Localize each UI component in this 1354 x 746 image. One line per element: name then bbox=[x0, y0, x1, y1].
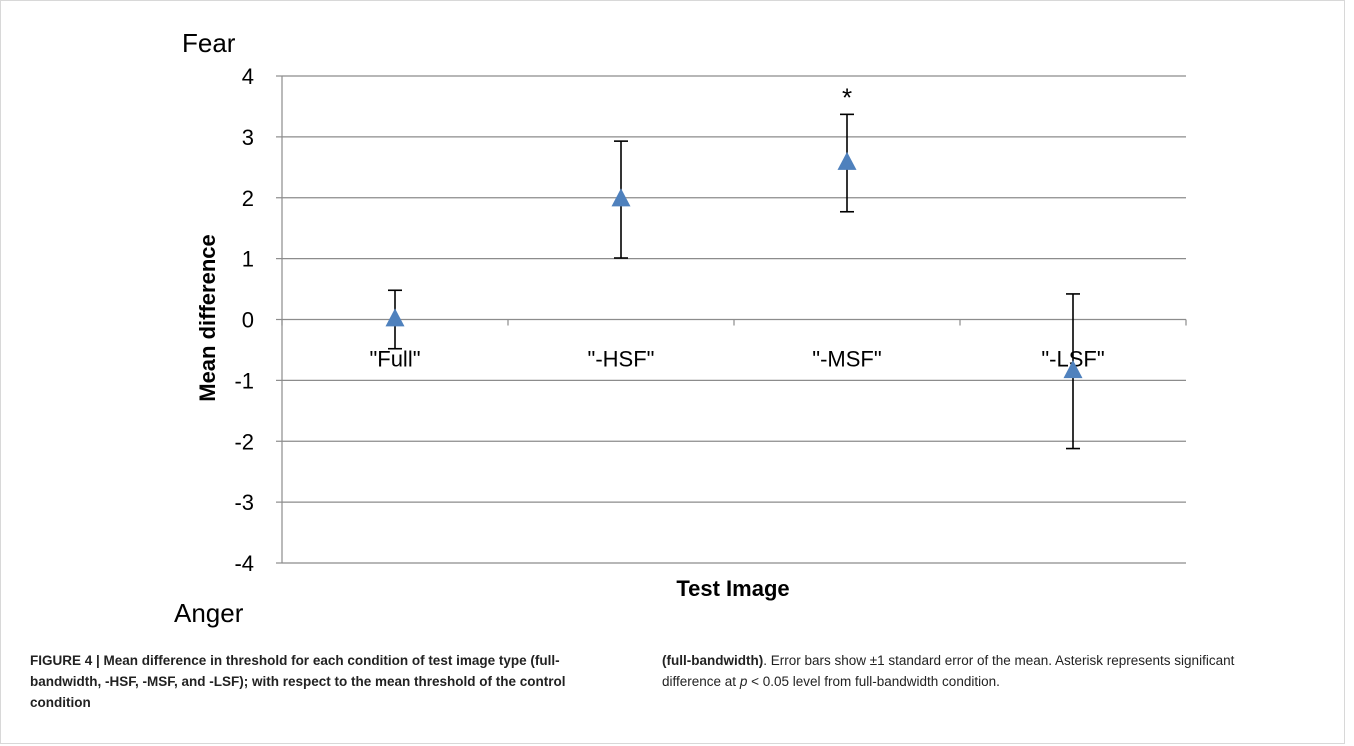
data-point-triangle bbox=[1063, 360, 1083, 379]
caption-p-italic: p bbox=[739, 674, 748, 689]
x-tick-label: "Full" bbox=[369, 347, 420, 372]
y-tick-label: 3 bbox=[242, 125, 254, 150]
y-tick-label: 4 bbox=[242, 64, 254, 89]
x-tick-label: "-MSF" bbox=[812, 347, 881, 372]
axes bbox=[276, 75, 1187, 564]
y-tick-label: -1 bbox=[234, 368, 254, 393]
error-bars bbox=[388, 113, 1080, 450]
gridlines bbox=[282, 75, 1186, 503]
significance-asterisk: * bbox=[842, 82, 852, 112]
y-tick-label: -3 bbox=[234, 490, 254, 515]
annotations: * bbox=[842, 82, 852, 112]
anger-label: Anger bbox=[174, 598, 244, 628]
x-axis-label: Test Image bbox=[676, 576, 789, 601]
y-tick-label: 2 bbox=[242, 186, 254, 211]
figure-caption-left: FIGURE 4 | Mean difference in threshold … bbox=[30, 653, 566, 710]
caption-bold-part: (full-bandwidth) bbox=[662, 653, 764, 668]
y-tick-labels: 4 3 2 1 0 -1 -2 -3 -4 bbox=[234, 64, 254, 576]
data-point-triangle bbox=[837, 151, 857, 170]
y-tick-label: -4 bbox=[234, 551, 254, 576]
caption-part-2: < 0.05 level from full-bandwidth conditi… bbox=[747, 674, 1000, 689]
y-axis-label: Mean difference bbox=[195, 234, 220, 402]
figure-caption-right: (full-bandwidth). Error bars show ±1 sta… bbox=[662, 650, 1262, 692]
data-point-triangle bbox=[611, 188, 631, 207]
y-tick-label: -2 bbox=[234, 429, 254, 454]
fear-label: Fear bbox=[182, 28, 236, 58]
data-points bbox=[385, 151, 1083, 379]
data-point-triangle bbox=[385, 308, 405, 327]
x-tick-label: "-HSF" bbox=[588, 347, 655, 372]
caption-part-1: . Error bars show ±1 standard error of t… bbox=[662, 653, 1235, 689]
x-tick-labels: "Full" "-HSF" "-MSF" "-LSF" bbox=[369, 347, 1104, 372]
y-tick-label: 1 bbox=[242, 247, 254, 272]
y-tick-label: 0 bbox=[242, 308, 254, 333]
